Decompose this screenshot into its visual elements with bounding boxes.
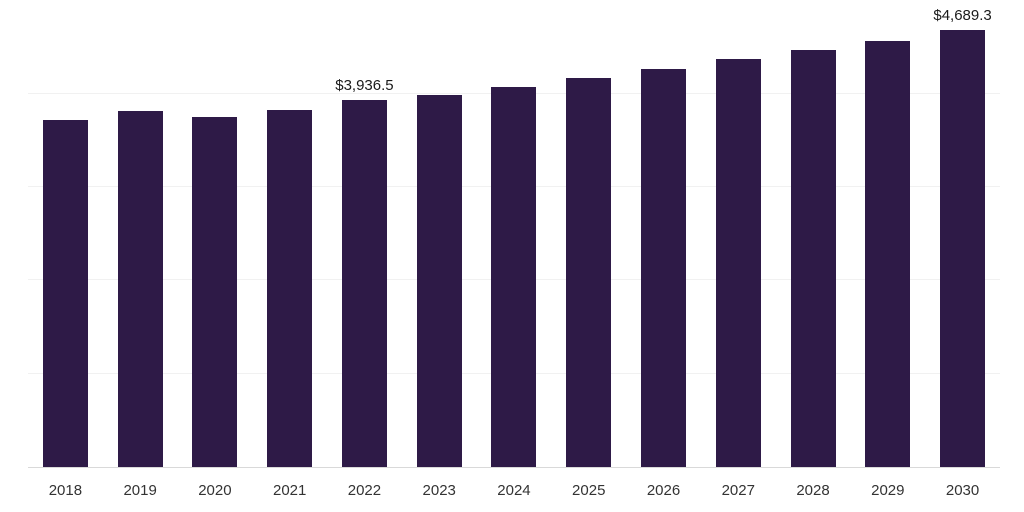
bar-column-2020: [178, 10, 253, 467]
bar-column-2019: [103, 10, 178, 467]
bar-2021: [267, 110, 313, 467]
bar-2030: [940, 29, 986, 467]
bar-2025: [566, 77, 612, 467]
bar-2018: [42, 120, 88, 467]
x-tick-2029: 2029: [871, 481, 905, 499]
x-tick-2027: 2027: [721, 481, 755, 499]
bar-value-label-2030: $4,689.3: [933, 6, 992, 24]
x-tick-2028: 2028: [796, 481, 830, 499]
bar-column-2023: [402, 10, 477, 467]
x-tick-2024: 2024: [497, 481, 531, 499]
bar-column-2028: [776, 10, 851, 467]
x-tick-2025: 2025: [572, 481, 606, 499]
bar-value-label-2022: $3,936.5: [335, 76, 394, 94]
bar-2022: [341, 99, 387, 467]
bar-column-2029: [850, 10, 925, 467]
bar-2026: [641, 68, 686, 467]
bar-column-2022: $3,936.5: [327, 10, 402, 467]
x-tick-2021: 2021: [272, 481, 307, 499]
x-tick-2019: 2019: [123, 481, 157, 499]
x-tick-2022: 2022: [347, 481, 382, 499]
bar-column-2018: [28, 10, 103, 467]
x-tick-2026: 2026: [646, 481, 681, 499]
x-tick-2030: 2030: [945, 481, 980, 499]
bar-2020: [192, 117, 238, 467]
bar-2023: [416, 94, 462, 467]
plot-area: $3,936.5 $4,689.3: [28, 6, 1000, 468]
bar-2027: [715, 59, 761, 467]
x-axis: 2018 2019 2020 2021 2022 2023 2024 2025 2026 2027…: [28, 468, 1000, 512]
x-tick-2020: 2020: [198, 481, 232, 499]
bar-2029: [865, 40, 911, 467]
bar-column-2030: $4,689.3: [925, 6, 1000, 467]
bar-column-2024: [477, 10, 552, 467]
bar-column-2026: [626, 10, 701, 467]
bar-2028: [790, 50, 836, 467]
bar-2024: [491, 87, 537, 467]
bar-column-2021: [252, 10, 327, 467]
x-tick-2023: 2023: [422, 481, 456, 499]
x-tick-2018: 2018: [48, 481, 83, 499]
bar-column-2025: [551, 10, 626, 467]
bar-column-2027: [701, 10, 776, 467]
bar-2019: [117, 111, 163, 467]
